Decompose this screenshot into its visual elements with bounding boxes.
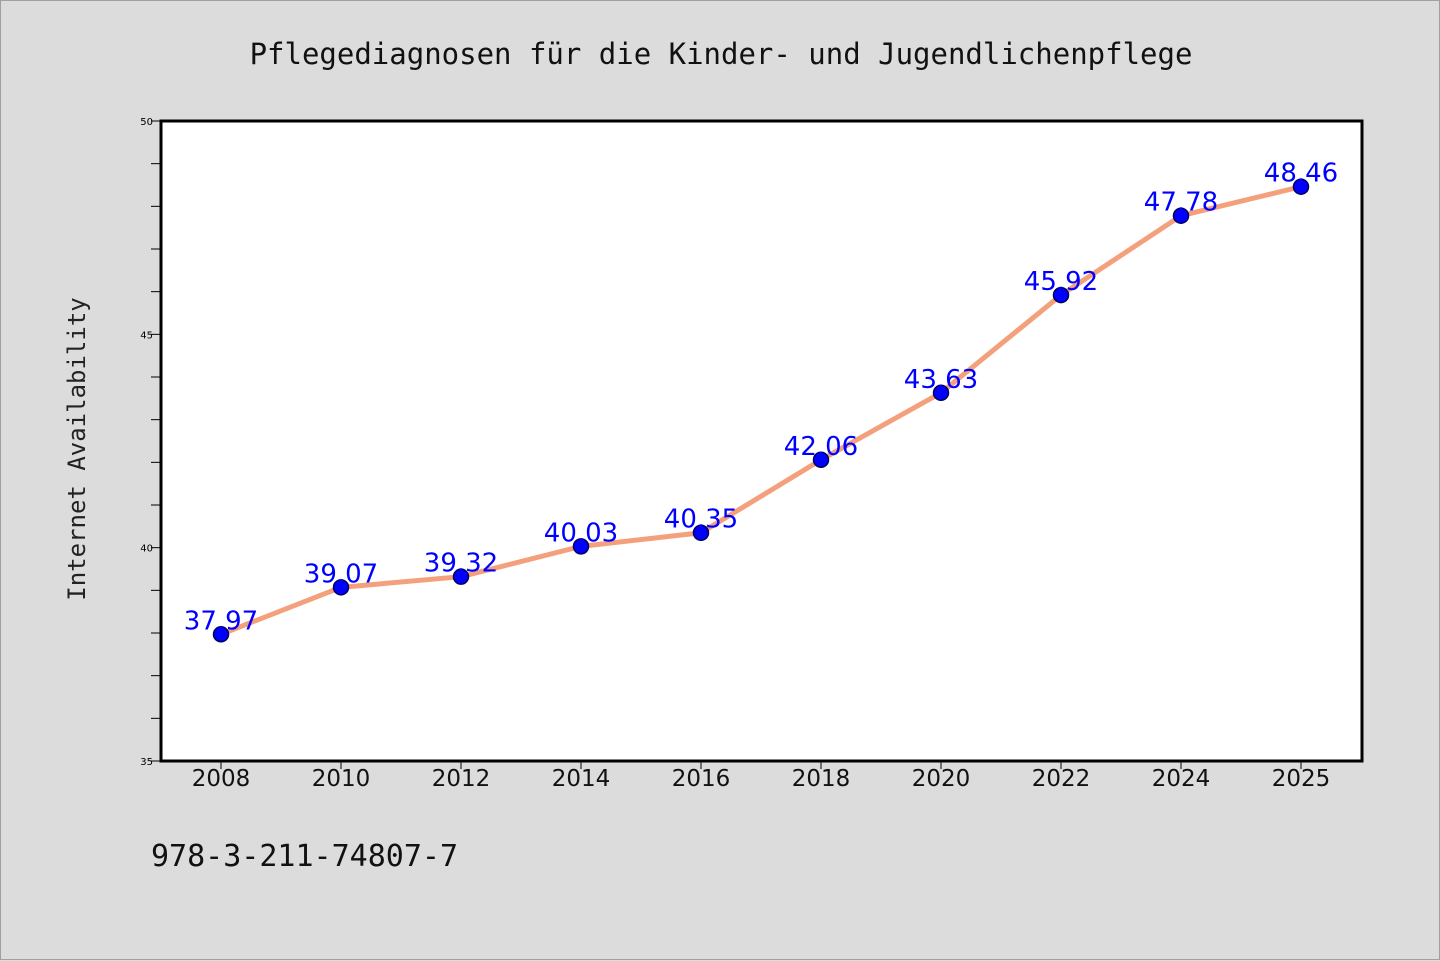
data-label: 37.97 (184, 606, 258, 636)
data-point-marker (332, 579, 350, 596)
x-tick-label: 2014 (552, 766, 611, 792)
data-point-marker (212, 626, 230, 643)
data-label: 40.03 (544, 518, 618, 548)
y-tick-label: 45 (140, 330, 153, 341)
x-tick-label: 2018 (792, 766, 851, 792)
x-axis-ticks: 2008 2010 2012 2014 2016 2018 2020 2022 2024 2025 (192, 761, 1331, 792)
x-tick-label: 2016 (672, 766, 731, 792)
data-label: 39.07 (304, 559, 378, 589)
y-axis-label: Internet Availability (63, 297, 91, 600)
data-label: 45.92 (1024, 267, 1098, 297)
data-label: 40.35 (664, 505, 738, 535)
x-tick-label: 2010 (312, 766, 371, 792)
data-point-marker (452, 568, 470, 585)
y-tick-label: 50 (140, 117, 153, 128)
data-label: 47.78 (1144, 188, 1218, 218)
data-point-marker (572, 538, 590, 555)
data-point-marker (1292, 178, 1310, 195)
chart-title: Pflegediagnosen für die Kinder- und Juge… (250, 37, 1193, 71)
data-point-marker (812, 451, 830, 469)
data-label: 42.06 (784, 432, 858, 462)
x-tick-label: 2020 (912, 766, 971, 792)
data-label: 48.46 (1264, 159, 1338, 189)
x-tick-label: 2025 (1272, 766, 1331, 792)
x-tick-label: 2012 (432, 766, 491, 792)
data-point-marker (932, 384, 950, 402)
data-point-marker (1172, 207, 1190, 224)
data-label: 39.32 (424, 549, 498, 579)
x-tick-label: 2022 (1032, 766, 1091, 792)
x-tick-label: 2024 (1152, 766, 1211, 792)
y-tick-label: 35 (140, 757, 153, 768)
y-tick-label: 40 (140, 544, 153, 555)
data-label: 43.63 (904, 365, 978, 395)
data-series: 37.97 39.07 39.32 40.03 40.35 42.06 43.63 45.92… (184, 159, 1338, 643)
data-point-marker (692, 524, 710, 541)
data-point-marker (1052, 286, 1070, 304)
x-tick-label: 2008 (192, 766, 251, 792)
y-axis-ticks: 35 40 45 50 (140, 117, 161, 768)
isbn-text: 978-3-211-74807-7 (151, 839, 458, 874)
series-line (218, 184, 1304, 637)
